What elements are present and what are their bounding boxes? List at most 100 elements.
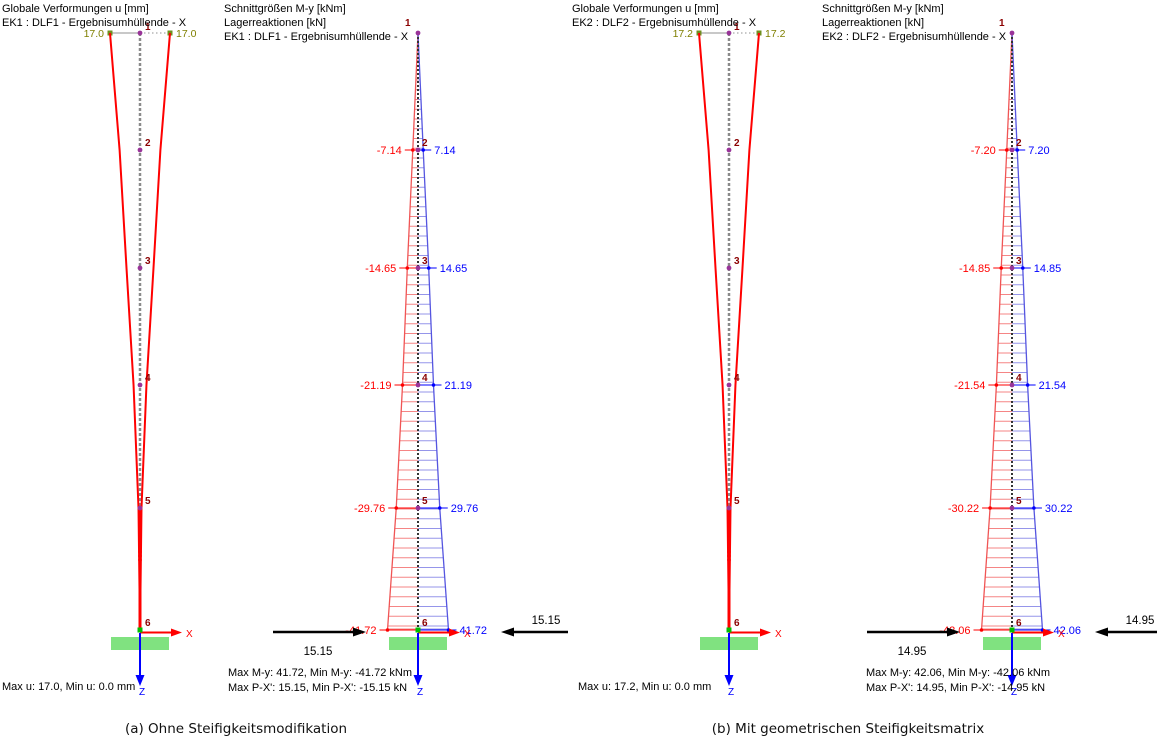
header-line: EK1 : DLF1 - Ergebnisumhüllende - X bbox=[2, 17, 187, 29]
node-dot bbox=[137, 147, 143, 153]
moment-max-value: 30.22 bbox=[1045, 503, 1073, 515]
moment-min-value: -29.76 bbox=[354, 503, 385, 515]
panel-b-moment-summary: Max M-y: 42.06, Min M-y: -42.06 kNm Max … bbox=[866, 666, 1050, 696]
moment-max-value: 41.72 bbox=[460, 625, 488, 637]
deformation-max-value: 17.2 bbox=[673, 28, 694, 40]
summary-line: Max M-y: 42.06, Min M-y: -42.06 kNm bbox=[866, 667, 1050, 679]
node-dot bbox=[726, 505, 732, 511]
node-dot bbox=[726, 265, 732, 271]
value-marker-min bbox=[994, 383, 999, 387]
z-axis-label: Z bbox=[728, 687, 734, 698]
panel-0-deformation-diagram: 17.0 17.0 1 2 3 4 5 6 X Z bbox=[84, 22, 197, 698]
moment-max-value: 29.76 bbox=[451, 503, 479, 515]
panel-b-deformation-summary: Max u: 17.2, Min u: 0.0 mm bbox=[578, 680, 711, 695]
deformation-max-value: 17.2 bbox=[765, 28, 786, 40]
support-node-marker bbox=[137, 627, 143, 633]
value-marker-max bbox=[437, 506, 442, 510]
node-dot bbox=[1009, 505, 1015, 511]
reaction-value-right: 14.95 bbox=[1126, 615, 1155, 627]
node-number: 1 bbox=[999, 18, 1005, 29]
value-marker-max bbox=[421, 148, 426, 152]
node-number: 4 bbox=[734, 373, 740, 384]
z-axis-label: Z bbox=[139, 687, 145, 698]
caption-b: (b) Mit geometrischen Steifigkeitsmatrix bbox=[711, 721, 985, 737]
value-marker-max bbox=[1020, 266, 1025, 270]
moment-envelope-max bbox=[417, 32, 450, 631]
node-dot bbox=[137, 30, 143, 36]
node-number: 5 bbox=[1016, 496, 1022, 507]
panel-a-deformation-header: Globale Verformungen u [mm] EK1 : DLF1 -… bbox=[2, 2, 186, 30]
node-number: 3 bbox=[1016, 256, 1022, 267]
x-axis-arrowhead bbox=[760, 628, 771, 637]
panel-1-moment-diagram: -7.14 7.14 -14.65 14.65 -21.19 21.19 -29.76 29.… bbox=[273, 18, 568, 698]
x-axis-arrowhead bbox=[171, 628, 182, 637]
node-number: 5 bbox=[734, 496, 740, 507]
node-number: 4 bbox=[1016, 373, 1022, 384]
node-number: 5 bbox=[422, 496, 428, 507]
reaction-value-left: 15.15 bbox=[304, 646, 333, 658]
value-marker-max bbox=[1032, 506, 1036, 510]
support-node-marker bbox=[415, 627, 421, 633]
moment-max-value: 14.65 bbox=[440, 263, 468, 275]
z-axis-label: Z bbox=[1011, 687, 1017, 698]
x-axis-label: X bbox=[186, 629, 193, 640]
header-line: Lagerreaktionen [kN] bbox=[224, 17, 327, 29]
moment-min-value: -14.85 bbox=[959, 263, 990, 275]
moment-envelope-max bbox=[1011, 32, 1044, 631]
support-node-marker bbox=[1009, 627, 1015, 633]
deformed-shape-right bbox=[728, 32, 760, 631]
reaction-arrowhead-left bbox=[947, 627, 960, 637]
node-dot bbox=[137, 265, 143, 271]
node-number: 1 bbox=[405, 18, 411, 29]
node-dot bbox=[137, 505, 143, 511]
node-dot bbox=[137, 382, 143, 388]
moment-min-value: -30.22 bbox=[948, 503, 979, 515]
node-dot bbox=[1009, 30, 1015, 36]
panel-a-deformation-summary: Max u: 17.0, Min u: 0.0 mm bbox=[2, 680, 135, 695]
value-marker-min bbox=[400, 383, 405, 387]
moment-max-value: 14.85 bbox=[1034, 263, 1062, 275]
value-marker-min bbox=[405, 266, 410, 270]
moment-envelope-min bbox=[980, 32, 1013, 631]
moment-max-value: 21.19 bbox=[444, 380, 472, 392]
header-line: Schnittgrößen M-y [kNm] bbox=[822, 3, 944, 15]
reaction-value-left: 14.95 bbox=[898, 646, 927, 658]
value-marker-min bbox=[999, 266, 1004, 270]
node-number: 4 bbox=[145, 373, 151, 384]
node-dot bbox=[415, 382, 421, 388]
node-number: 1 bbox=[145, 22, 151, 33]
panel-b-moment-header: Schnittgrößen M-y [kNm] Lagerreaktionen … bbox=[822, 2, 1006, 44]
header-line: Lagerreaktionen [kN] bbox=[822, 17, 925, 29]
node-number: 2 bbox=[1016, 138, 1022, 149]
node-number: 6 bbox=[1016, 618, 1022, 629]
node-dot bbox=[726, 147, 732, 153]
summary-line: Max u: 17.2, Min u: 0.0 mm bbox=[578, 681, 712, 693]
header-line: Schnittgrößen M-y [kNm] bbox=[224, 3, 346, 15]
moment-max-value: 42.06 bbox=[1054, 625, 1082, 637]
reaction-arrowhead-left bbox=[353, 627, 366, 637]
value-marker-max bbox=[1025, 383, 1030, 387]
x-axis-arrowhead bbox=[1043, 628, 1054, 637]
panel-2-deformation-diagram: 17.2 17.2 1 2 3 4 5 6 X Z bbox=[673, 22, 786, 698]
node-dot bbox=[1009, 147, 1015, 153]
moment-min-value: -21.19 bbox=[360, 380, 391, 392]
z-axis-arrowhead bbox=[413, 675, 423, 686]
z-axis-label: Z bbox=[417, 687, 423, 698]
z-axis-arrowhead bbox=[135, 675, 145, 686]
deformed-shape-left bbox=[698, 32, 730, 631]
deformation-max-value: 17.0 bbox=[84, 28, 105, 40]
node-number: 6 bbox=[145, 618, 151, 629]
moment-min-value: -14.65 bbox=[365, 263, 396, 275]
reaction-value-right: 15.15 bbox=[532, 615, 561, 627]
node-dot bbox=[726, 382, 732, 388]
value-marker-min bbox=[988, 506, 992, 510]
value-marker-min bbox=[979, 628, 984, 632]
value-marker-min bbox=[1004, 148, 1009, 152]
moment-max-value: 7.20 bbox=[1028, 145, 1049, 157]
node-number: 3 bbox=[145, 256, 151, 267]
panel-b-deformation-header: Globale Verformungen u [mm] EK2 : DLF2 -… bbox=[572, 2, 756, 30]
x-axis-label: X bbox=[1058, 629, 1065, 640]
x-axis-label: X bbox=[464, 629, 471, 640]
node-number: 6 bbox=[422, 618, 428, 629]
